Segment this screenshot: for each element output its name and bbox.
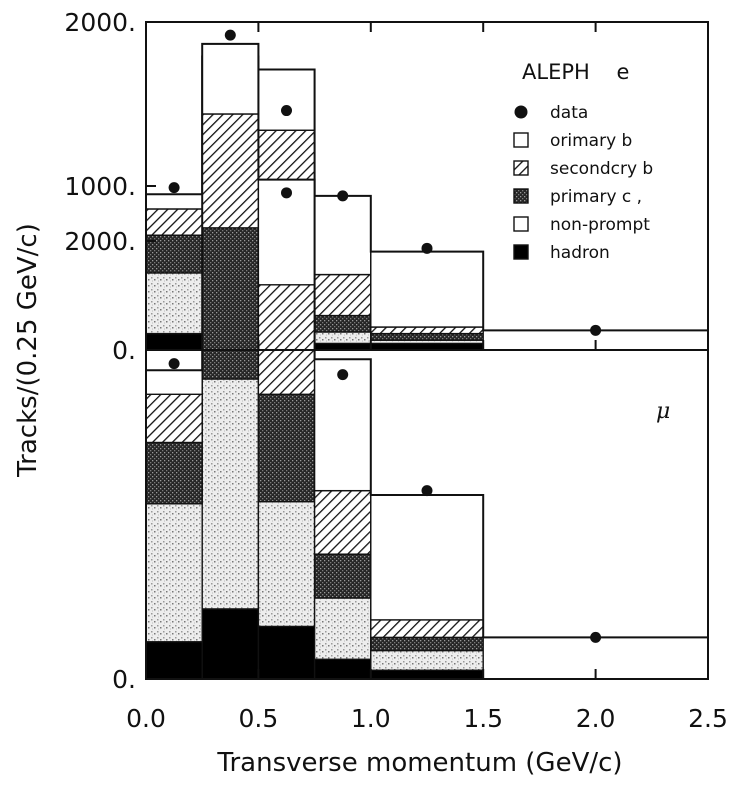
x-axis-title: Transverse momentum (GeV/c) (216, 748, 622, 778)
bar-e-primary_b-3 (313, 195, 372, 276)
legend-label-primary_c: primary c , (550, 187, 642, 207)
y-tick-label: 0. (112, 336, 136, 365)
legend-label-data: data (550, 103, 588, 123)
y-tick-label: 1000. (64, 172, 136, 201)
x-tick-label: 2.5 (688, 704, 728, 733)
data-point-e-5 (590, 324, 602, 336)
bar-mu-non_prompt-0 (145, 503, 203, 643)
y-tick-label: 2000. (64, 227, 136, 256)
bar-e-primary_b-2 (257, 68, 316, 131)
bar-mu-primary_c-0 (145, 441, 203, 505)
data-point-mu-0 (168, 358, 180, 370)
bar-mu-hadron-3 (313, 658, 372, 680)
bar-mu-hadron-2 (257, 625, 316, 680)
bar-mu-primary_b-4 (370, 494, 484, 621)
legend-swatch-secondary_b (513, 160, 529, 176)
bar-e-secondary_b-3 (313, 273, 372, 317)
bar-mu-primary_c-4 (370, 636, 484, 652)
legend-label-hadron: hadron (550, 243, 610, 263)
data-point-mu-4 (421, 485, 433, 497)
panel-muon (145, 29, 709, 680)
bar-e-secondary_b-0 (145, 208, 203, 236)
bar-mu-hadron-1 (201, 608, 260, 680)
bar-e-secondary_b-4 (370, 326, 484, 335)
bar-mu-primary_c-2 (257, 393, 316, 503)
data-point-e-2 (281, 105, 292, 117)
bar-e-primary_c-4 (370, 332, 484, 341)
bar-mu-non_prompt-2 (257, 500, 316, 628)
mc-total-outline-mu (145, 42, 709, 679)
y-axis-title: Tracks/(0.25 GeV/c) (13, 223, 43, 478)
bar-mu-secondary_b-4 (370, 619, 484, 639)
bar-mu-primary_b-1 (201, 43, 260, 115)
bar-mu-non_prompt-4 (370, 649, 484, 671)
data-point-e-0 (168, 182, 180, 194)
data-point-e-4 (421, 242, 433, 254)
bar-mu-hadron-4 (370, 669, 484, 680)
bar-mu-secondary_b-0 (145, 393, 203, 444)
legend-swatch-primary_b (513, 132, 529, 148)
bar-mu-non_prompt-1 (201, 378, 260, 610)
x-tick-label: 1.5 (463, 704, 503, 733)
y-tick-label: 0. (112, 665, 136, 694)
x-tick-label: 0.0 (126, 704, 166, 733)
x-tick-label: 1.0 (351, 704, 391, 733)
bar-mu-secondary_b-3 (313, 489, 372, 555)
bar-mu-secondary_b-2 (257, 284, 316, 395)
data-point-mu-1 (224, 29, 236, 41)
legend-swatch-hadron (513, 244, 529, 260)
bar-mu-non_prompt-3 (313, 597, 372, 660)
data-point-e-3 (337, 190, 349, 202)
bar-mu-secondary_b-1 (201, 113, 260, 229)
bar-e-non_prompt-3 (313, 331, 372, 345)
bar-e-primary_c-3 (313, 314, 372, 333)
legend-label-secondary_b: secondcry b (550, 159, 653, 179)
legend-label-primary_b: orimary b (550, 131, 632, 151)
bar-e-non_prompt-0 (145, 272, 203, 335)
x-axis-ticks: 0.0 0.5 1.0 1.5 2.0 2.5 (126, 22, 728, 733)
bar-mu-hadron-0 (145, 641, 203, 680)
data-point-mu-5 (590, 631, 602, 643)
data-point-mu-3 (337, 369, 349, 381)
y-axis-ticks: 0. 1000. 2000. 0. 2000. (64, 8, 156, 694)
data-point-mu-2 (281, 187, 292, 199)
bar-mu-primary_b-0 (145, 369, 203, 395)
bar-e-primary_b-4 (370, 250, 484, 328)
bar-e-hadron-0 (145, 332, 203, 351)
legend: data orimary b secondcry b primary c , non-p… (513, 103, 653, 263)
legend-swatch-non_prompt (513, 216, 529, 232)
legend-swatch-primary_c (513, 188, 529, 204)
bar-mu-primary_c-1 (201, 227, 260, 380)
bar-mu-primary_c-3 (313, 553, 372, 599)
x-tick-label: 0.5 (239, 704, 279, 733)
panel-tag-electron: ALEPH e (522, 60, 629, 84)
y-tick-label: 2000. (64, 8, 136, 37)
legend-swatch-data (514, 105, 528, 119)
legend-label-non_prompt: non-prompt (550, 215, 650, 235)
bar-e-primary_b-0 (145, 193, 203, 210)
panel-tag-muon: μ (656, 399, 670, 424)
x-tick-label: 2.0 (576, 704, 616, 733)
